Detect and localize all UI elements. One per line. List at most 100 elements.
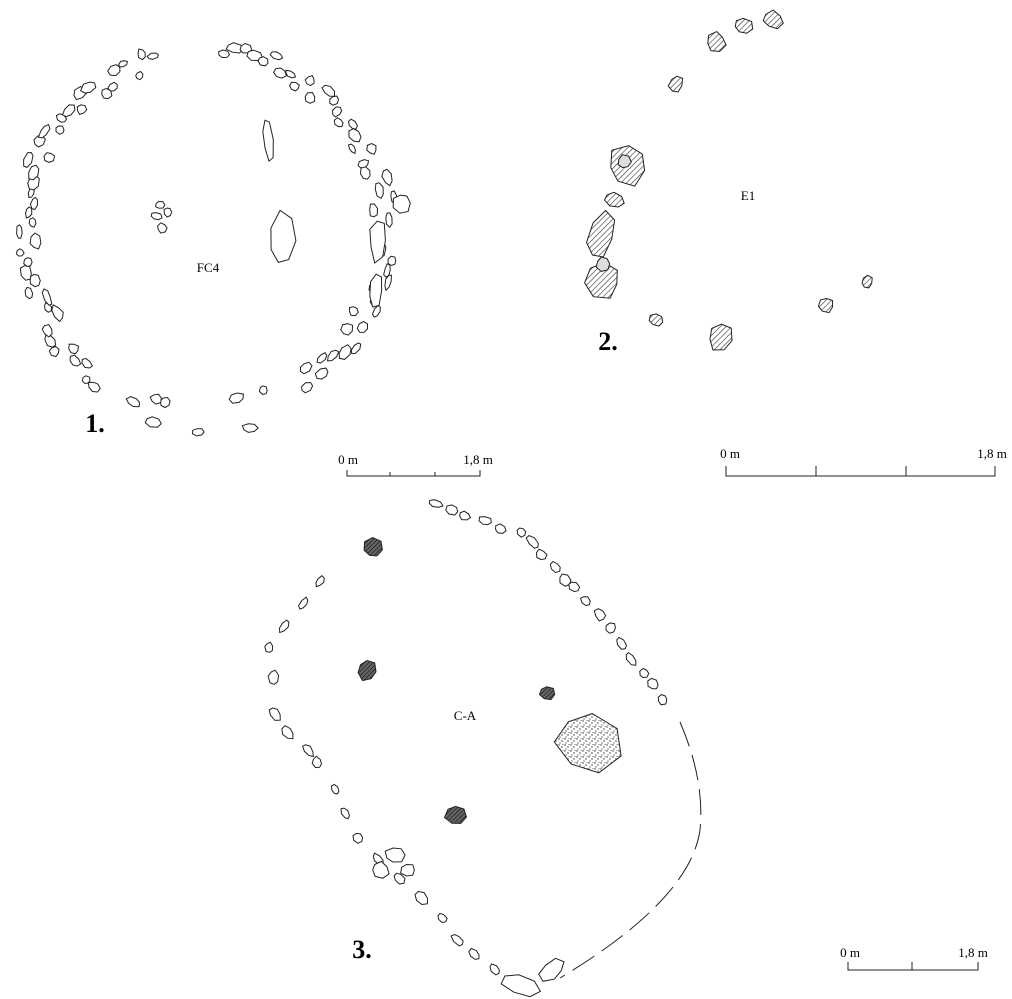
- stone: [385, 212, 393, 229]
- stone: [298, 596, 309, 610]
- stone: [331, 106, 343, 118]
- stone: [363, 537, 383, 557]
- stone: [445, 504, 459, 516]
- stone: [33, 135, 46, 148]
- stone: [734, 17, 754, 34]
- scale-start: 0 m: [338, 452, 358, 467]
- stone: [87, 381, 101, 393]
- stone: [459, 510, 472, 521]
- stone: [135, 70, 144, 81]
- stone: [24, 206, 33, 219]
- scale-bar: 0 m 1,8 m: [338, 452, 493, 477]
- stone: [69, 354, 82, 367]
- stone: [516, 527, 527, 538]
- stone: [68, 343, 80, 355]
- stone: [19, 265, 32, 281]
- stone: [762, 9, 784, 30]
- stone: [625, 652, 637, 666]
- stone: [269, 51, 284, 61]
- stone: [228, 392, 244, 404]
- stone: [304, 91, 316, 104]
- stone: [383, 263, 391, 278]
- stone: [549, 560, 561, 574]
- stone: [369, 273, 383, 308]
- stone: [44, 334, 57, 348]
- stone: [639, 667, 650, 679]
- structure-label: E1: [741, 188, 755, 203]
- stone: [494, 523, 507, 534]
- stone: [304, 74, 315, 87]
- stone: [647, 677, 659, 690]
- stone: [709, 323, 733, 351]
- stone: [340, 807, 351, 820]
- stone: [79, 81, 97, 94]
- stone: [648, 313, 664, 327]
- stone: [392, 194, 411, 214]
- stone: [584, 261, 618, 299]
- stone: [191, 428, 205, 437]
- stone: [23, 151, 34, 168]
- stone: [281, 724, 294, 740]
- scale-start: 0 m: [720, 446, 740, 461]
- scale-line: [725, 466, 996, 477]
- stone: [568, 581, 581, 593]
- scale-bar: 0 m 1,8 m: [720, 446, 1007, 477]
- stone: [258, 385, 268, 395]
- stone: [268, 707, 281, 721]
- stone: [369, 203, 379, 218]
- figure-number: 1.: [85, 409, 105, 438]
- stone: [657, 694, 668, 706]
- stone: [616, 636, 628, 650]
- stone: [579, 596, 591, 607]
- stone: [707, 31, 727, 52]
- stone: [366, 143, 377, 155]
- stone: [16, 224, 23, 239]
- stone: [241, 423, 259, 433]
- stone: [371, 304, 381, 318]
- stone: [48, 346, 60, 358]
- stone: [155, 200, 166, 209]
- stone: [299, 361, 313, 375]
- stone: [81, 357, 94, 369]
- stone: [553, 713, 622, 774]
- stone: [478, 516, 492, 526]
- scale-start: 0 m: [840, 945, 860, 960]
- stone: [538, 957, 565, 982]
- stone: [595, 256, 611, 273]
- scale-line: [346, 470, 481, 477]
- stone: [357, 659, 377, 682]
- stone: [43, 152, 56, 163]
- stone: [369, 220, 386, 264]
- stone: [372, 860, 390, 879]
- stone: [150, 212, 163, 221]
- stone: [357, 159, 370, 169]
- stone: [246, 49, 264, 62]
- stone: [61, 104, 76, 118]
- stone: [428, 499, 444, 508]
- stone: [374, 182, 384, 199]
- stone: [384, 847, 406, 863]
- stone: [330, 783, 340, 795]
- stone: [348, 306, 359, 317]
- stone: [500, 974, 542, 998]
- reconstructed-wall: [559, 721, 702, 979]
- stone: [489, 963, 500, 976]
- structure-label: FC4: [197, 260, 220, 275]
- stone: [315, 575, 325, 588]
- scale-end: 1,8 m: [463, 452, 493, 467]
- stone: [525, 535, 539, 549]
- stone: [603, 191, 625, 208]
- stone: [585, 209, 616, 258]
- stone: [437, 912, 448, 924]
- stone: [118, 60, 128, 68]
- stone: [28, 164, 40, 181]
- stone: [163, 207, 173, 218]
- stone: [393, 872, 406, 885]
- stone: [51, 304, 64, 323]
- scale-end: 1,8 m: [977, 446, 1007, 461]
- stone: [257, 56, 269, 67]
- stone: [350, 342, 362, 355]
- stone: [605, 622, 616, 634]
- stone: [387, 255, 397, 267]
- stone: [37, 123, 51, 139]
